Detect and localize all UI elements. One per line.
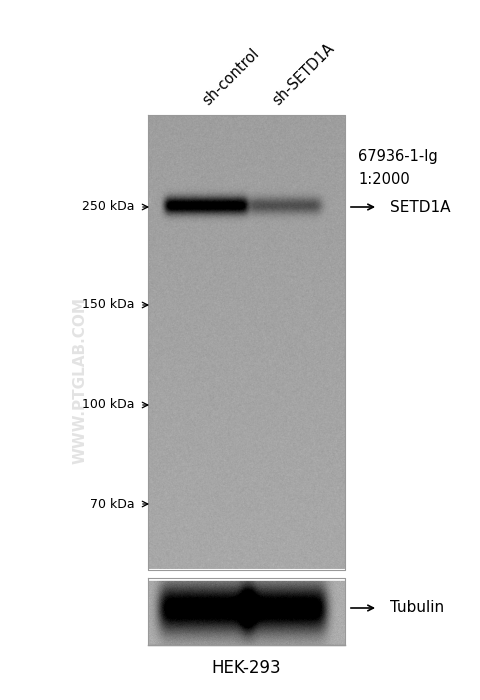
Text: sh-control: sh-control [199,46,262,108]
Text: HEK-293: HEK-293 [211,659,281,677]
Text: 250 kDa: 250 kDa [83,200,135,214]
Text: 70 kDa: 70 kDa [90,498,135,510]
Text: 150 kDa: 150 kDa [83,298,135,312]
Text: SETD1A: SETD1A [390,199,451,214]
Text: sh-SETD1A: sh-SETD1A [269,41,337,108]
Text: 67936-1-Ig
1:2000: 67936-1-Ig 1:2000 [358,149,438,187]
Text: WWW.PTGLAB.COM: WWW.PTGLAB.COM [72,297,87,463]
Text: Tubulin: Tubulin [390,601,444,615]
Text: 100 kDa: 100 kDa [83,398,135,412]
